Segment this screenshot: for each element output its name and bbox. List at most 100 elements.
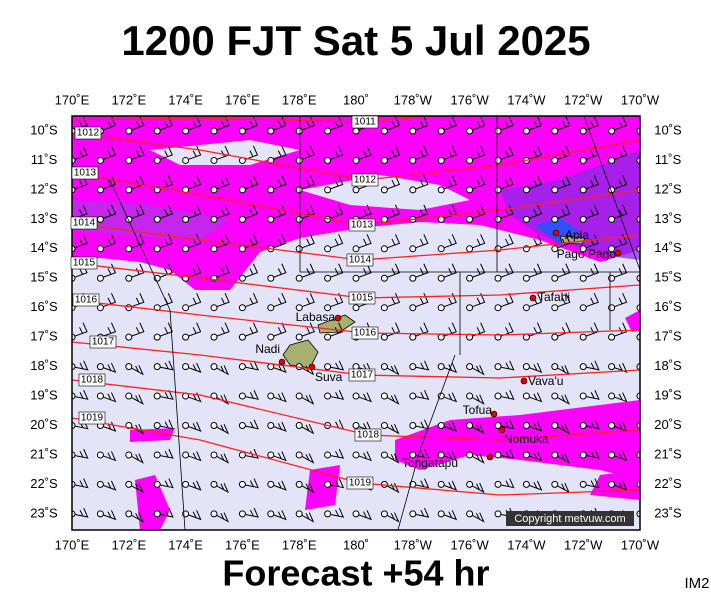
place-name: Pago Pago (557, 247, 617, 261)
station (238, 274, 246, 282)
wind-barb (100, 322, 117, 338)
place-marker (334, 314, 342, 322)
wind-barb (412, 145, 429, 161)
boundaries (109, 116, 640, 530)
station (210, 127, 218, 135)
wind-barb (583, 175, 599, 191)
station (295, 127, 303, 135)
station (96, 510, 104, 518)
station (551, 215, 559, 223)
station (522, 215, 530, 223)
wind-barb (469, 145, 486, 161)
wind-barb (639, 189, 640, 190)
lon-label: 180˚ (343, 537, 369, 552)
isobar-label-box (78, 411, 106, 425)
station (295, 451, 303, 459)
wind-barb (185, 293, 202, 309)
lat-label: 20˚S (654, 417, 682, 432)
place-name: Nadi (255, 342, 280, 356)
station (437, 186, 445, 194)
station (352, 186, 360, 194)
wind-barb (157, 478, 174, 489)
wind-barb (639, 366, 640, 368)
wind-barb (412, 419, 430, 430)
dry-patch (150, 140, 470, 210)
wind-barb (412, 263, 429, 279)
station (437, 422, 445, 429)
wind-barb (100, 263, 117, 279)
isobar-label-box (348, 218, 376, 232)
station (352, 510, 360, 518)
station (295, 392, 303, 400)
wind-barb (100, 293, 117, 309)
wind-barb (299, 116, 315, 132)
wind-barb (213, 365, 230, 376)
wind-barb (639, 484, 640, 485)
wind-barb (100, 362, 117, 373)
isobar-label-box (70, 256, 98, 270)
lat-label: 17˚S (30, 329, 58, 344)
wind-barb (384, 293, 401, 309)
wind-barb (327, 360, 345, 371)
station (551, 127, 559, 135)
isobar-label: 1012 (354, 175, 377, 186)
wind-barb (242, 507, 259, 518)
map-area (72, 116, 640, 530)
station (295, 333, 303, 341)
station (210, 422, 218, 429)
lon-label: 170˚E (55, 537, 90, 552)
wind-barb (611, 451, 628, 462)
station (267, 274, 275, 282)
wind-barb (72, 390, 89, 400)
isobar-label-box (346, 476, 374, 490)
station (579, 215, 587, 223)
lon-label: 172˚W (564, 537, 603, 552)
wind-barb (441, 116, 457, 132)
wind-barb (355, 234, 372, 250)
wind-barb (497, 234, 514, 250)
wind-barb (213, 204, 230, 220)
wind-barb (583, 390, 600, 400)
station (494, 215, 502, 223)
wind-barb (639, 248, 640, 249)
isobar-label: 1018 (357, 430, 380, 441)
station (380, 333, 388, 341)
station (551, 363, 559, 371)
lat-label: 22˚S (30, 476, 58, 491)
wind-barb (185, 145, 202, 161)
station (579, 422, 587, 429)
wind-barb (355, 145, 372, 161)
lon-label: 172˚E (111, 537, 146, 552)
wind-barb (497, 448, 515, 459)
wind-barb (128, 145, 145, 161)
station (466, 363, 474, 371)
wind-barb (327, 263, 344, 279)
place-name: Labasa (296, 310, 336, 324)
wind-barb (441, 204, 457, 220)
lat-label: 11˚S (31, 152, 58, 167)
wind-barb (384, 145, 401, 161)
station (494, 392, 502, 400)
station (182, 422, 190, 429)
station (295, 510, 303, 518)
station (437, 304, 445, 312)
lat-label: 14˚S (30, 240, 58, 255)
lon-label: 174˚E (168, 537, 203, 552)
wind-barb (157, 234, 173, 250)
place-marker (308, 363, 316, 371)
place-name: Tongatapu (402, 456, 458, 470)
station (267, 422, 275, 429)
lon-label: 176˚E (225, 537, 260, 552)
lat-label: 14˚S (654, 240, 682, 255)
heavy-precip (72, 200, 230, 240)
station (437, 333, 445, 341)
station (437, 156, 445, 164)
station (409, 274, 417, 282)
station (182, 245, 190, 253)
station (210, 215, 218, 223)
wind-barb (327, 204, 344, 220)
station (409, 245, 417, 253)
wind-barb (554, 423, 570, 435)
wind-barb (185, 451, 202, 462)
wind-barb (185, 175, 202, 191)
